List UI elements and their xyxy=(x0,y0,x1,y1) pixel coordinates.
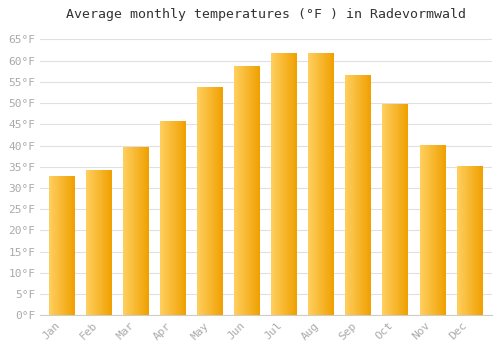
Title: Average monthly temperatures (°F ) in Radevormwald: Average monthly temperatures (°F ) in Ra… xyxy=(66,8,466,21)
